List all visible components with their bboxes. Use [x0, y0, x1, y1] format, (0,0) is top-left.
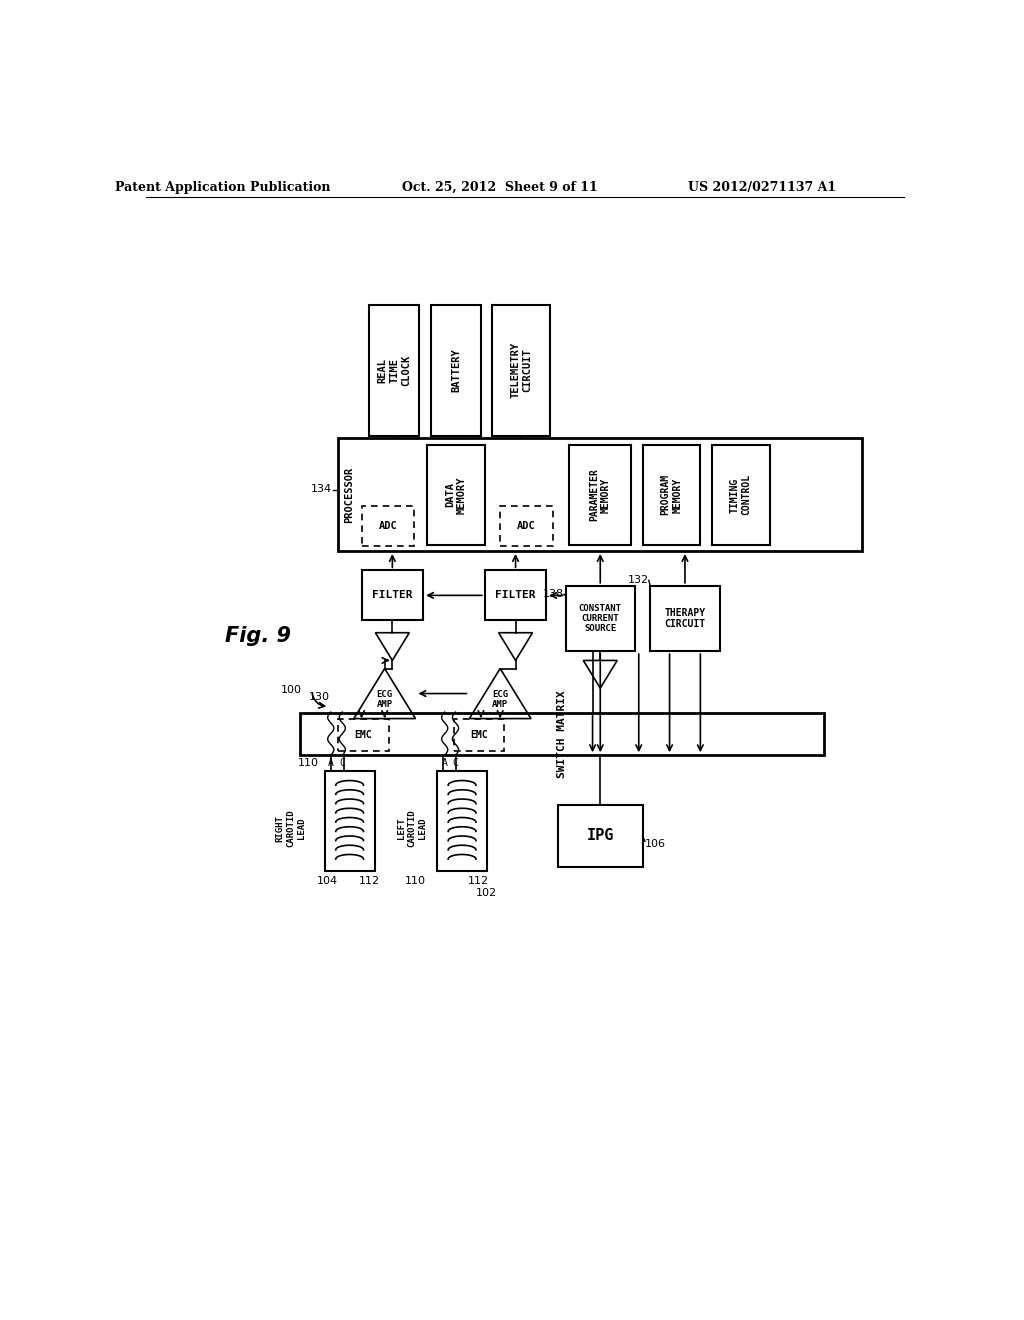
Text: CONSTANT
CURRENT
SOURCE: CONSTANT CURRENT SOURCE	[579, 603, 622, 634]
Bar	[454, 719, 504, 751]
Text: C: C	[453, 758, 459, 768]
Bar	[712, 445, 770, 545]
Text: SWITCH MATRIX: SWITCH MATRIX	[557, 690, 566, 777]
Text: 112: 112	[468, 876, 489, 886]
Bar	[493, 305, 550, 436]
Bar	[300, 713, 823, 755]
Text: ECG
AMP: ECG AMP	[377, 690, 393, 709]
Text: PROCESSOR: PROCESSOR	[344, 466, 354, 523]
Text: ECG
AMP: ECG AMP	[493, 690, 508, 709]
Text: PROGRAM
MEMORY: PROGRAM MEMORY	[660, 474, 682, 515]
Text: LEFT
CAROTID
LEAD: LEFT CAROTID LEAD	[396, 809, 427, 847]
Text: THERAPY
CIRCUIT: THERAPY CIRCUIT	[665, 607, 706, 630]
Text: 112: 112	[358, 876, 380, 886]
Text: 110: 110	[298, 758, 319, 768]
Text: 130: 130	[309, 693, 330, 702]
Text: REAL
TIME
CLOCK: REAL TIME CLOCK	[378, 355, 411, 385]
Text: 134: 134	[310, 484, 332, 495]
Bar	[558, 805, 643, 867]
Text: Fig. 9: Fig. 9	[224, 626, 291, 645]
Text: Oct. 25, 2012  Sheet 9 of 11: Oct. 25, 2012 Sheet 9 of 11	[402, 181, 598, 194]
Text: C: C	[339, 758, 345, 768]
Text: ADC: ADC	[378, 521, 397, 532]
Text: A: A	[441, 758, 447, 768]
Text: Patent Application Publication: Patent Application Publication	[116, 181, 331, 194]
Text: RIGHT
CAROTID
LEAD: RIGHT CAROTID LEAD	[275, 809, 305, 847]
Text: 102: 102	[476, 887, 497, 898]
Bar	[569, 445, 631, 545]
Bar	[500, 507, 553, 546]
Bar	[643, 445, 700, 545]
Bar	[484, 570, 547, 620]
Text: 138: 138	[543, 589, 564, 599]
Text: TIMING
CONTROL: TIMING CONTROL	[730, 474, 752, 515]
Bar	[427, 445, 484, 545]
Text: US 2012/0271137 A1: US 2012/0271137 A1	[688, 181, 836, 194]
Bar	[437, 771, 487, 871]
Bar	[361, 570, 423, 620]
Bar	[370, 305, 419, 436]
Bar	[339, 438, 862, 552]
Text: 100: 100	[281, 685, 301, 694]
Text: EMC: EMC	[470, 730, 487, 741]
Text: 106: 106	[645, 838, 666, 849]
Text: IPG: IPG	[587, 829, 614, 843]
Text: TELEMETRY
CIRCUIT: TELEMETRY CIRCUIT	[511, 342, 532, 399]
Text: DATA
MEMORY: DATA MEMORY	[445, 477, 467, 513]
Text: FILTER: FILTER	[496, 590, 536, 601]
Text: BATTERY: BATTERY	[451, 348, 461, 392]
Bar	[650, 586, 720, 651]
Text: 104: 104	[317, 876, 338, 886]
Text: PARAMETER
MEMORY: PARAMETER MEMORY	[590, 469, 611, 521]
Text: 110: 110	[406, 876, 426, 886]
Text: A: A	[328, 758, 334, 768]
Bar	[339, 719, 388, 751]
Text: EMC: EMC	[354, 730, 373, 741]
Bar	[361, 507, 414, 546]
Text: ADC: ADC	[517, 521, 536, 532]
Text: 132: 132	[628, 576, 649, 585]
Text: FILTER: FILTER	[372, 590, 413, 601]
Bar	[431, 305, 481, 436]
Bar	[325, 771, 375, 871]
Bar	[565, 586, 635, 651]
